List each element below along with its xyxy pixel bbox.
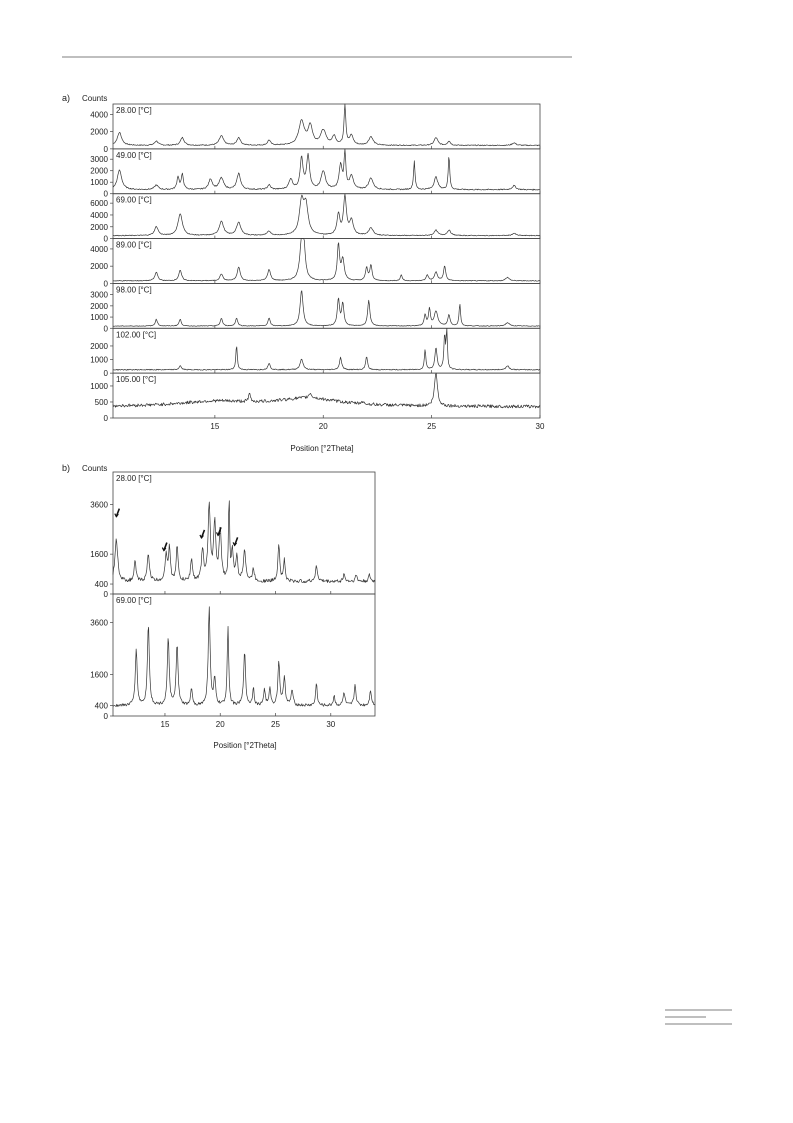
y-tick-label: 0 bbox=[104, 235, 109, 244]
panel-a-ylabel: Counts bbox=[82, 94, 107, 103]
series-label: 102.00 [°C] bbox=[116, 330, 156, 339]
y-tick-label: 1600 bbox=[90, 550, 108, 559]
y-tick-label: 1000 bbox=[90, 178, 108, 187]
y-tick-label: 400 bbox=[95, 702, 109, 711]
peak-arrow-head bbox=[232, 542, 238, 547]
y-tick-label: 1000 bbox=[90, 356, 108, 365]
panel-a-xlabel: Position [°2Theta] bbox=[290, 444, 353, 453]
y-tick-label: 1000 bbox=[90, 382, 108, 391]
x-tick-label: 25 bbox=[271, 720, 280, 729]
peak-arrow-head bbox=[215, 532, 221, 537]
x-tick-label: 15 bbox=[161, 720, 170, 729]
y-tick-label: 400 bbox=[95, 580, 109, 589]
panel-b-label: b) bbox=[62, 463, 70, 473]
y-tick-label: 0 bbox=[104, 279, 109, 288]
y-tick-label: 0 bbox=[104, 712, 109, 721]
y-tick-label: 2000 bbox=[90, 262, 108, 271]
x-tick-label: 20 bbox=[319, 422, 328, 431]
series-trace bbox=[112, 373, 541, 409]
series-label: 28.00 [°C] bbox=[116, 474, 152, 483]
peak-arrow-head bbox=[161, 547, 167, 552]
series-trace bbox=[112, 148, 541, 191]
series-label: 69.00 [°C] bbox=[116, 596, 152, 605]
y-tick-label: 2000 bbox=[90, 128, 108, 137]
series-trace bbox=[112, 606, 376, 707]
series-trace bbox=[112, 290, 541, 327]
x-tick-label: 30 bbox=[326, 720, 335, 729]
series-label: 69.00 [°C] bbox=[116, 196, 152, 205]
subplot-frame bbox=[112, 283, 541, 329]
x-tick-label: 20 bbox=[216, 720, 225, 729]
y-tick-label: 3600 bbox=[90, 619, 108, 628]
series-label: 105.00 [°C] bbox=[116, 375, 156, 384]
footnote-rules bbox=[665, 1009, 732, 1025]
subplot-frame bbox=[112, 148, 541, 195]
y-tick-label: 0 bbox=[104, 324, 109, 333]
peak-arrow-head bbox=[199, 534, 204, 540]
y-tick-label: 2000 bbox=[90, 342, 108, 351]
y-tick-label: 3600 bbox=[90, 500, 108, 509]
x-tick-label: 30 bbox=[536, 422, 545, 431]
y-tick-label: 3000 bbox=[90, 155, 108, 164]
x-tick-label: 25 bbox=[427, 422, 436, 431]
panel-b-ylabel: Counts bbox=[82, 464, 107, 473]
subplot-frame bbox=[112, 593, 376, 717]
y-tick-label: 0 bbox=[104, 145, 109, 154]
y-tick-label: 2000 bbox=[90, 167, 108, 176]
x-tick-label: 15 bbox=[210, 422, 219, 431]
y-tick-label: 2000 bbox=[90, 223, 108, 232]
series-trace bbox=[112, 103, 541, 147]
y-tick-label: 4000 bbox=[90, 110, 108, 119]
y-tick-label: 500 bbox=[95, 398, 109, 407]
y-tick-label: 6000 bbox=[90, 199, 108, 208]
y-tick-label: 1000 bbox=[90, 313, 108, 322]
series-trace bbox=[112, 238, 541, 282]
y-tick-label: 4000 bbox=[90, 211, 108, 220]
series-trace bbox=[112, 193, 541, 237]
series-label: 49.00 [°C] bbox=[116, 151, 152, 160]
y-tick-label: 4000 bbox=[90, 245, 108, 254]
series-label: 89.00 [°C] bbox=[116, 241, 152, 250]
series-label: 28.00 [°C] bbox=[116, 106, 152, 115]
subplot-frame bbox=[112, 372, 541, 419]
panel-a-label: a) bbox=[62, 93, 70, 103]
subplot-frame bbox=[112, 238, 541, 284]
y-tick-label: 1600 bbox=[90, 670, 108, 679]
subplot-frame bbox=[112, 103, 541, 150]
series-trace bbox=[112, 500, 376, 584]
peak-arrow-head bbox=[114, 513, 119, 518]
y-tick-label: 0 bbox=[104, 414, 109, 423]
series-trace bbox=[112, 327, 541, 371]
series-label: 98.00 [°C] bbox=[116, 285, 152, 294]
y-tick-label: 0 bbox=[104, 369, 109, 378]
subplot-frame bbox=[112, 193, 541, 239]
y-tick-label: 3000 bbox=[90, 291, 108, 300]
panel-b-xlabel: Position [°2Theta] bbox=[213, 741, 276, 750]
subplot-frame bbox=[112, 471, 376, 595]
y-tick-label: 0 bbox=[104, 590, 109, 599]
subplot-frame bbox=[112, 327, 541, 374]
y-tick-label: 0 bbox=[104, 190, 109, 199]
y-tick-label: 2000 bbox=[90, 302, 108, 311]
